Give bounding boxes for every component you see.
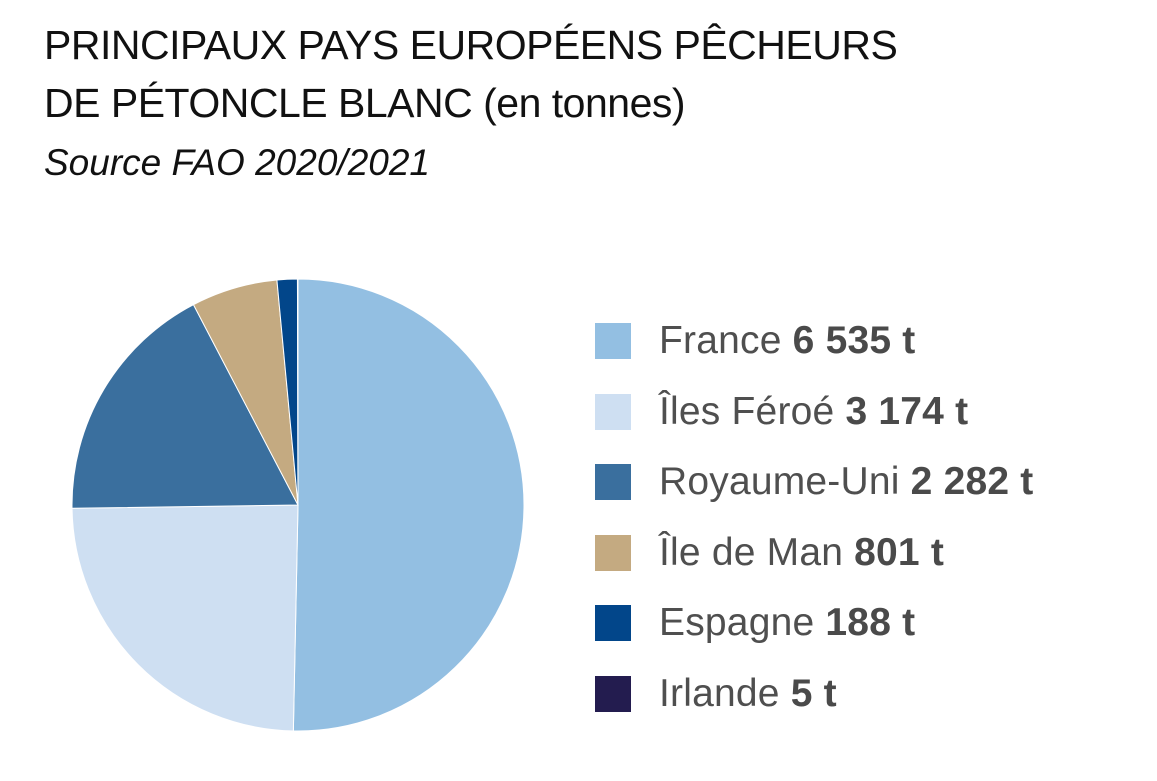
pie-slices [71,278,525,732]
legend-label-irlande: Irlande [659,671,780,715]
legend-label-espagne: Espagne [659,601,815,645]
title-line-2: DE PÉTONCLE BLANC (en tonnes) [44,74,897,132]
pie-slice-irlande [296,278,299,506]
legend-swatch-france [595,323,631,360]
legend-item-iles-feroe: Îles Féroé 3 174 t [595,377,1034,448]
chart-subtitle: Source FAO 2020/2021 [44,142,431,183]
legend-swatch-royaume-uni [595,464,631,501]
pie-slice-france [292,278,525,732]
legend: France 6 535 t Îles Féroé 3 174 t Royaum… [595,306,1034,729]
legend-label-ile-de-man: Île de Man [659,530,844,574]
legend-swatch-ile-de-man [595,534,631,571]
legend-label-royaume-uni: Royaume-Uni [659,460,900,504]
legend-swatch-iles-feroe [595,393,631,430]
legend-swatch-irlande [595,675,631,712]
legend-value-irlande: 5 t [790,671,837,715]
title-main: DE PÉTONCLE BLANC [44,80,473,126]
title-unit: (en tonnes) [483,80,686,126]
pie-chart [71,278,525,732]
legend-label-france: France [659,319,782,363]
legend-item-france: France 6 535 t [595,306,1034,377]
title-line-1: PRINCIPAUX PAYS EUROPÉENS PÊCHEURS [44,22,898,68]
legend-value-royaume-uni: 2 282 t [910,460,1034,504]
legend-swatch-espagne [595,605,631,642]
legend-item-royaume-uni: Royaume-Uni 2 282 t [595,447,1034,518]
legend-value-france: 6 535 t [792,319,916,363]
legend-value-espagne: 188 t [825,601,916,645]
pie-slice-iles-feroe [71,504,299,732]
legend-value-ile-de-man: 801 t [854,530,945,574]
legend-item-ile-de-man: Île de Man 801 t [595,518,1034,589]
legend-value-iles-feroe: 3 174 t [845,389,969,433]
pie-slice-royaume-uni [71,303,299,509]
chart-title: PRINCIPAUX PAYS EUROPÉENS PÊCHEURS DE PÉ… [44,16,898,188]
legend-label-iles-feroe: Îles Féroé [659,389,835,433]
legend-item-espagne: Espagne 188 t [595,588,1034,659]
legend-item-irlande: Irlande 5 t [595,659,1034,730]
